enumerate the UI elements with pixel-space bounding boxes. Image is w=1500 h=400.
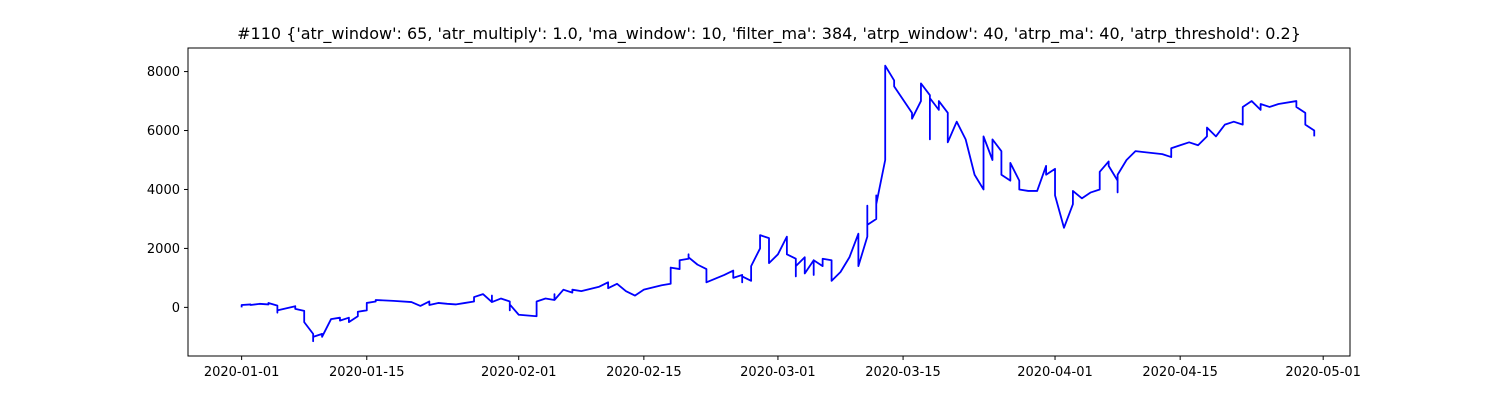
x-tick-label: 2020-02-15: [606, 365, 682, 380]
x-tick-label: 2020-04-01: [1017, 365, 1093, 380]
x-tick-label: 2020-01-15: [329, 365, 405, 380]
y-axis: 0 2000 4000 6000 8000: [147, 65, 188, 316]
x-tick-label: 2020-02-01: [481, 365, 557, 380]
x-axis: 2020-01-01 2020-01-15 2020-02-01 2020-02-15…: [204, 356, 1361, 380]
y-tick-label: 8000: [147, 65, 180, 80]
chart-title: #110 {'atr_window': 65, 'atr_multiply': …: [237, 24, 1301, 44]
x-tick-label: 2020-05-01: [1285, 365, 1361, 380]
plot-area: [240, 64, 1316, 343]
y-tick-label: 0: [172, 301, 180, 316]
x-tick-label: 2020-04-15: [1142, 365, 1218, 380]
x-tick-label: 2020-01-01: [204, 365, 280, 380]
x-tick-label: 2020-03-15: [865, 365, 941, 380]
y-tick-label: 2000: [147, 242, 180, 257]
plot-frame: [187, 47, 1351, 357]
x-tick-label: 2020-03-01: [740, 365, 816, 380]
series-line-0: [240, 64, 1316, 343]
y-tick-label: 4000: [147, 183, 180, 198]
y-tick-label: 6000: [147, 124, 180, 139]
